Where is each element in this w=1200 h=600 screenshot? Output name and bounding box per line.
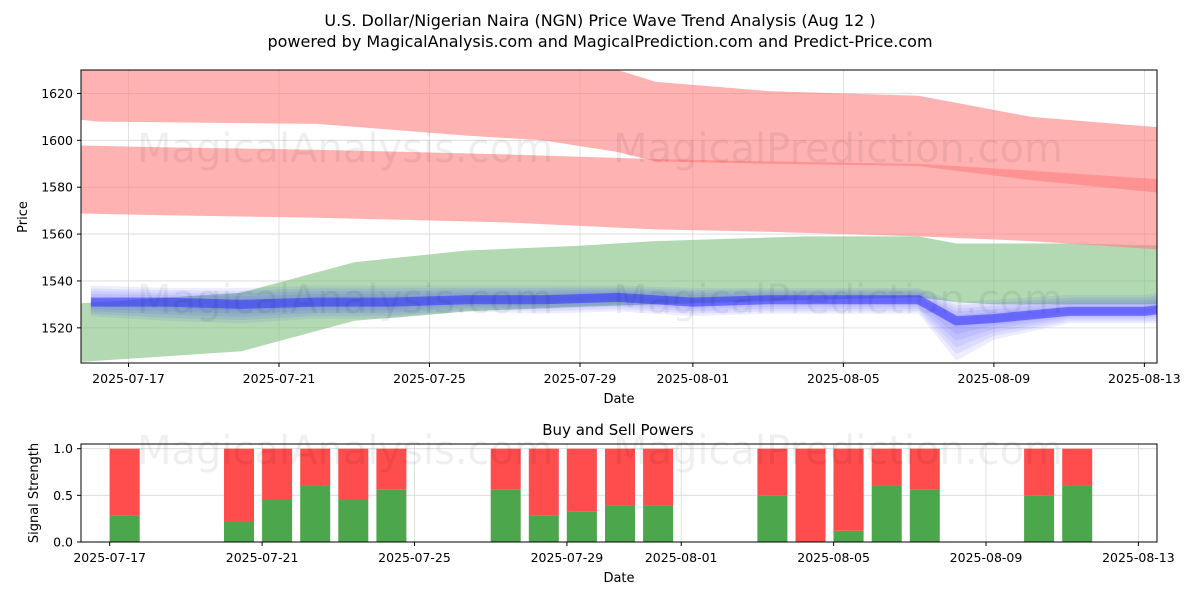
sell-bar [605, 448, 635, 506]
buy-bar [224, 521, 254, 542]
price-y-tick-label: 1520 [41, 320, 73, 335]
sell-bar [1062, 448, 1093, 486]
price-x-tick-label: 2025-08-13 [1108, 371, 1181, 386]
price-x-tick-label: 2025-08-05 [807, 371, 880, 386]
buy-bar [757, 495, 788, 542]
sell-bar [224, 448, 254, 522]
price-axes-frame [80, 69, 1158, 364]
buy-bar [643, 505, 674, 542]
buy-bar [1024, 495, 1055, 542]
signal-x-tick-label: 2025-07-25 [378, 550, 451, 565]
price-x-tick-label: 2025-07-21 [243, 371, 316, 386]
watermark-text-4: MagicalPrediction.com [613, 277, 1063, 323]
signal-x-tick-label: 2025-08-09 [950, 550, 1023, 565]
price-y-tick-label: 1560 [41, 227, 73, 242]
sell-bar [1024, 448, 1055, 496]
sell-bar [528, 448, 559, 516]
buy-bar [833, 530, 864, 542]
chart-title-line1: U.S. Dollar/Nigerian Naira (NGN) Price W… [324, 11, 875, 30]
signal-x-tick-label: 2025-08-05 [797, 550, 870, 565]
signal-y-tick-label: 0.5 [53, 488, 73, 503]
signal-y-ticks: 0.0 0.5 1.0 [53, 441, 81, 550]
sell-bar [795, 448, 826, 542]
price-panel: MagicalAnalysis.com MagicalPrediction.co… [16, 69, 1181, 407]
watermark-text-2: MagicalPrediction.com [613, 126, 1063, 172]
buy-bar [109, 515, 140, 542]
price-y-tick-label: 1580 [41, 180, 73, 195]
price-x-tick-label: 2025-07-29 [544, 371, 617, 386]
sell-bar [643, 448, 674, 506]
upper-red-band [81, 70, 1157, 193]
sell-bar [833, 448, 864, 531]
price-y-ticks: 1520 1540 1560 1580 1600 1620 [41, 86, 81, 335]
buy-bar [300, 485, 331, 542]
price-bands [81, 70, 1157, 362]
signal-x-tick-label: 2025-08-01 [645, 550, 718, 565]
sell-bar [262, 448, 293, 500]
watermark-text-1: MagicalAnalysis.com [137, 126, 553, 172]
sell-bar [757, 448, 788, 496]
price-y-tick-label: 1620 [41, 86, 73, 101]
sell-bar [909, 448, 940, 490]
watermark-text-3: MagicalAnalysis.com [137, 277, 553, 323]
signal-y-axis-label: Signal Strength [27, 443, 42, 543]
buy-bar [528, 515, 559, 542]
watermark-text-5: MagicalAnalysis.com [137, 428, 553, 474]
buy-bar [262, 500, 293, 542]
signal-x-tick-label: 2025-07-21 [226, 550, 299, 565]
price-x-tick-label: 2025-08-01 [657, 371, 730, 386]
buy-bar [1062, 485, 1093, 542]
signal-x-axis-label: Date [603, 571, 634, 586]
sell-bar [566, 448, 597, 512]
buy-bar [605, 505, 635, 542]
signal-bars [109, 448, 1093, 542]
price-y-tick-label: 1540 [41, 273, 73, 288]
buy-bar [566, 511, 597, 542]
chart-title-line2: powered by MagicalAnalysis.com and Magic… [267, 32, 932, 51]
signal-y-tick-label: 1.0 [53, 441, 73, 456]
sell-bar [338, 448, 369, 500]
signal-y-tick-label: 0.0 [53, 535, 73, 550]
price-x-ticks: 2025-07-17 2025-07-21 2025-07-25 2025-07-29… [92, 363, 1181, 386]
lower-red-band [81, 145, 1157, 250]
buy-bar [376, 489, 407, 542]
watermark-text-6: MagicalPrediction.com [613, 428, 1063, 474]
buy-bar [338, 500, 369, 542]
sell-bar [871, 448, 902, 486]
price-y-axis-label: Price [16, 201, 31, 233]
signal-x-tick-label: 2025-07-17 [73, 550, 146, 565]
sell-bar [490, 448, 521, 490]
sell-bar [109, 448, 140, 516]
price-x-tick-label: 2025-07-25 [393, 371, 466, 386]
price-x-tick-label: 2025-08-09 [958, 371, 1031, 386]
signal-x-tick-label: 2025-08-13 [1102, 550, 1175, 565]
signal-panel-title: Buy and Sell Powers [542, 421, 694, 439]
price-x-axis-label: Date [603, 392, 634, 407]
buy-bar [490, 489, 521, 542]
price-y-tick-label: 1600 [41, 133, 73, 148]
sell-bar [300, 448, 331, 486]
buy-bar [909, 489, 940, 542]
signal-x-tick-label: 2025-07-29 [531, 550, 604, 565]
buy-bar [871, 485, 902, 542]
signal-x-ticks: 2025-07-17 2025-07-21 2025-07-25 2025-07-29… [73, 542, 1175, 565]
price-x-tick-label: 2025-07-17 [92, 371, 165, 386]
sell-bar [376, 448, 407, 490]
signal-panel: Buy and Sell Powers MagicalAnalysis.com … [27, 421, 1175, 586]
blue-forecast-line [90, 292, 1157, 326]
signal-axes-frame [80, 443, 1158, 543]
